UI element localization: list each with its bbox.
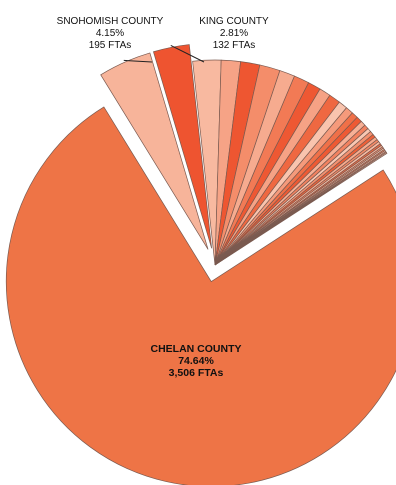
data-label-snohomish-county-line-3: 195 FTAs bbox=[89, 40, 132, 51]
pie-slice-slice-31 bbox=[214, 151, 388, 266]
data-label-king-county-line-2: 2.81% bbox=[220, 28, 248, 39]
leader-line-snohomish-county bbox=[123, 59, 153, 63]
pie-slices bbox=[5, 44, 396, 485]
data-label-snohomish-county-line-2: 4.15% bbox=[96, 28, 124, 39]
pie-slice-king-county bbox=[153, 44, 212, 249]
leader-lines bbox=[123, 44, 205, 63]
data-label-chelan-county-line-2: 74.64% bbox=[178, 355, 214, 367]
data-label-king-county-line-3: 132 FTAs bbox=[213, 40, 256, 51]
data-label-chelan-county-line-1: CHELAN COUNTY bbox=[151, 343, 242, 355]
data-label-chelan-county-line-3: 3,506 FTAs bbox=[169, 367, 224, 379]
leader-line-king-county bbox=[170, 44, 205, 63]
pie-slice-chelan-county bbox=[5, 106, 396, 485]
pie-slice-snohomish-county bbox=[100, 52, 209, 250]
data-label-king-county-line-1: KING COUNTY bbox=[199, 16, 269, 27]
data-label-snohomish-county-line-1: SNOHOMISH COUNTY bbox=[57, 16, 164, 27]
